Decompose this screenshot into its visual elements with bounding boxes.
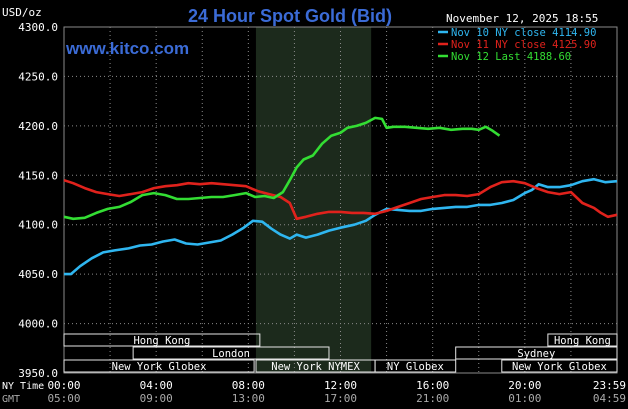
y-tick-label: 4250.0 [18,70,58,83]
legend-entry: Nov 10 NY close 4114.90 [451,27,596,39]
chart-title: 24 Hour Spot Gold (Bid) [188,6,392,26]
session-label: Hong Kong [133,335,190,347]
session-box [455,346,618,360]
y-axis-units: USD/oz [2,6,42,19]
y-axis-ticks: 3950.0 4000.0 4050.0 4100.0 4150.0 4200.0 4250… [18,21,58,380]
session-box [547,333,618,347]
x-tick-ny: 16:00 [416,379,449,392]
x-tick-ny: 08:00 [232,379,265,392]
x-tick-ny: 00:00 [47,379,80,392]
x-tick-gmt: 04:59 [593,392,626,405]
session-label: London [212,348,250,360]
chart-timestamp: November 12, 2025 18:55 [446,12,598,25]
x-tick-gmt: 09:00 [140,392,173,405]
session-label: New York Globex [512,361,607,373]
session-label: New York NYMEX [271,361,360,373]
y-tick-label: 4100.0 [18,219,58,232]
series-line-nov-10-ny-close [64,177,618,276]
x-tick-ny: 20:00 [508,379,541,392]
ny-time-label: NY Time [2,381,44,392]
session-label: New York Globex [112,361,207,373]
plot-frame [63,26,618,374]
session-label: Hong Kong [554,335,611,347]
y-tick-label: 4000.0 [18,318,58,331]
session-label: NY Globex [387,361,444,373]
legend-entry: Nov 12 Last 4188.60 [451,51,571,63]
legend-entry: Nov 11 NY close 4125.90 [451,39,596,51]
y-tick-label: 4050.0 [18,268,58,281]
session-box [132,346,330,360]
y-tick-label: 4300.0 [18,21,58,34]
x-tick-gmt: 17:00 [324,392,357,405]
session-box [501,359,618,373]
session-label: Sydney [517,348,555,360]
x-tick-gmt: 05:00 [47,392,80,405]
session-box [63,333,261,347]
x-tick-gmt: 21:00 [416,392,449,405]
series-line-nov-11-ny-close [63,178,618,221]
website-link[interactable]: www.kitco.com [65,39,189,58]
y-tick-label: 3950.0 [18,367,58,380]
gmt-label: GMT [2,394,20,405]
x-tick-gmt: 01:00 [508,392,541,405]
grid-lines [63,26,618,374]
y-tick-label: 4150.0 [18,169,58,182]
x-tick-gmt: 13:00 [232,392,265,405]
x-tick-ny: 04:00 [140,379,173,392]
x-tick-ny: 23:59 [593,379,626,392]
series-lines [63,116,618,276]
y-tick-label: 4200.0 [18,120,58,133]
session-box [63,359,255,373]
nymex-session-band [255,27,372,373]
x-tick-ny: 12:00 [324,379,357,392]
session-box [374,359,457,373]
series-line-nov-12-last [63,116,501,221]
